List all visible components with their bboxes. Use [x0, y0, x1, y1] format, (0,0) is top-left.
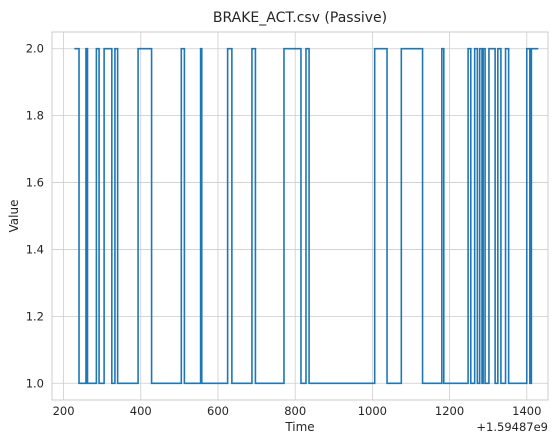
- x-tick-label: 1000: [358, 404, 387, 418]
- x-ticks: 200 400 600 800 1000 1200 1400: [53, 404, 542, 418]
- plot-frame: [51, 31, 549, 401]
- x-tick-label: 1400: [512, 404, 541, 418]
- chart-title: BRAKE_ACT.csv (Passive): [213, 10, 387, 26]
- y-tick-label: 1.6: [26, 176, 44, 190]
- x-tick-label: 1200: [435, 404, 464, 418]
- x-tick-label: 800: [284, 404, 306, 418]
- y-tick-label: 1.4: [26, 242, 44, 256]
- y-tick-label: 2.0: [26, 42, 44, 56]
- x-tick-label: 200: [53, 404, 75, 418]
- series-layer: [74, 47, 539, 385]
- y-ticks: 1.0 1.2 1.4 1.6 1.8 2.0: [26, 42, 44, 391]
- x-tick-label: 400: [130, 404, 152, 418]
- plot-background: [52, 32, 548, 400]
- y-tick-label: 1.2: [26, 309, 44, 323]
- series-line: [74, 47, 539, 385]
- x-axis-label: Time: [284, 420, 314, 434]
- y-axis-label: Value: [7, 200, 21, 233]
- x-tick-label: 600: [207, 404, 229, 418]
- y-tick-label: 1.0: [26, 376, 44, 390]
- y-tick-label: 1.8: [26, 109, 44, 123]
- x-offset-label: +1.59487e9: [476, 420, 548, 434]
